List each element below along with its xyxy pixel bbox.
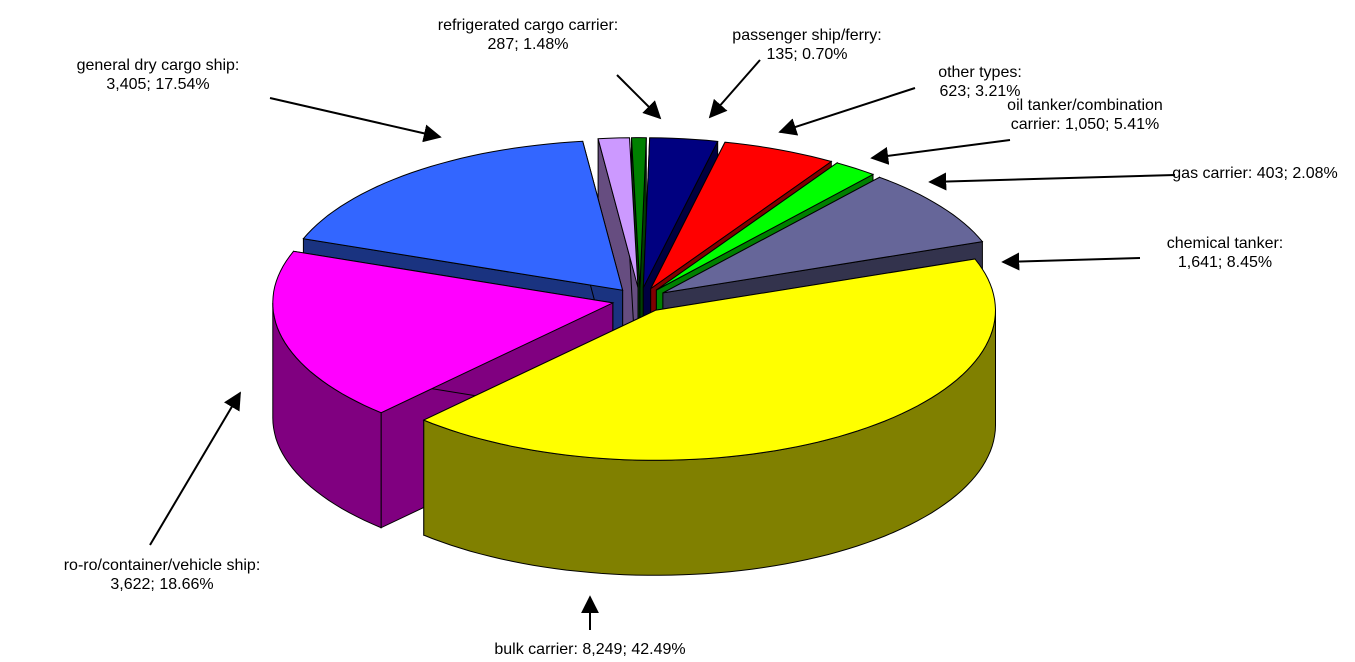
slice-label: general dry cargo ship: 3,405; 17.54% [0,56,318,94]
value-label: 3,405; 17.54% [106,76,210,93]
slice-label: bulk carrier: 8,249; 42.49% [390,640,790,659]
slice-top [650,141,833,290]
slice-top [272,250,615,414]
category-name: gas carrier: [1172,165,1253,182]
category-name: chemical tanker: [1166,235,1284,252]
slice-top [597,137,639,288]
category-name: ro-ro/container/vehicle ship: [63,557,261,574]
category-name: other types: [938,64,1022,81]
slice-label: chemical tanker: 1,641; 8.45% [1115,234,1335,272]
slice-top [630,137,647,288]
category-name: refrigerated cargo carrier: [437,17,619,34]
value-label: 1,641; 8.45% [1177,254,1273,271]
leader-arrow [708,59,761,119]
slice-top [662,176,984,294]
category-name: bulk carrier: [494,641,578,658]
slice-label: gas carrier: 403; 2.08% [1145,164,1355,183]
leader-arrow [1001,252,1141,271]
slice-top [422,258,997,461]
value-label: 403; 2.08% [1256,165,1338,182]
category-name: general dry cargo ship: [76,57,240,74]
leader-arrow [870,139,1011,165]
slice-label: oil tanker/combination carrier: 1,050; 5… [983,96,1188,134]
value-label: 287; 1.48% [487,36,569,53]
slice-top [656,162,875,291]
value-label: 1,050; 5.41% [1064,116,1160,133]
slice-label: refrigerated cargo carrier: 287; 1.48% [378,16,678,54]
leader-arrow [269,97,442,143]
slice-top [642,137,719,288]
value-label: 623; 3.21% [939,83,1021,100]
value-label: 3,622; 18.66% [110,576,214,593]
leader-arrow [928,172,1176,191]
slice-label: ro-ro/container/vehicle ship: 3,622; 18.… [0,556,332,594]
leader-arrow [616,74,662,120]
value-label: 135; 0.70% [766,46,848,63]
value-label: 8,249; 42.49% [582,641,686,658]
leader-arrow [149,391,241,546]
category-name: passenger ship/ferry: [732,27,882,44]
slice-label: other types: 623; 3.21% [880,63,1080,101]
slice-top [302,140,624,291]
slice-label: passenger ship/ferry: 135; 0.70% [687,26,927,64]
leader-arrow [778,87,916,136]
category-name: oil tanker/combination carrier: [1007,97,1163,133]
